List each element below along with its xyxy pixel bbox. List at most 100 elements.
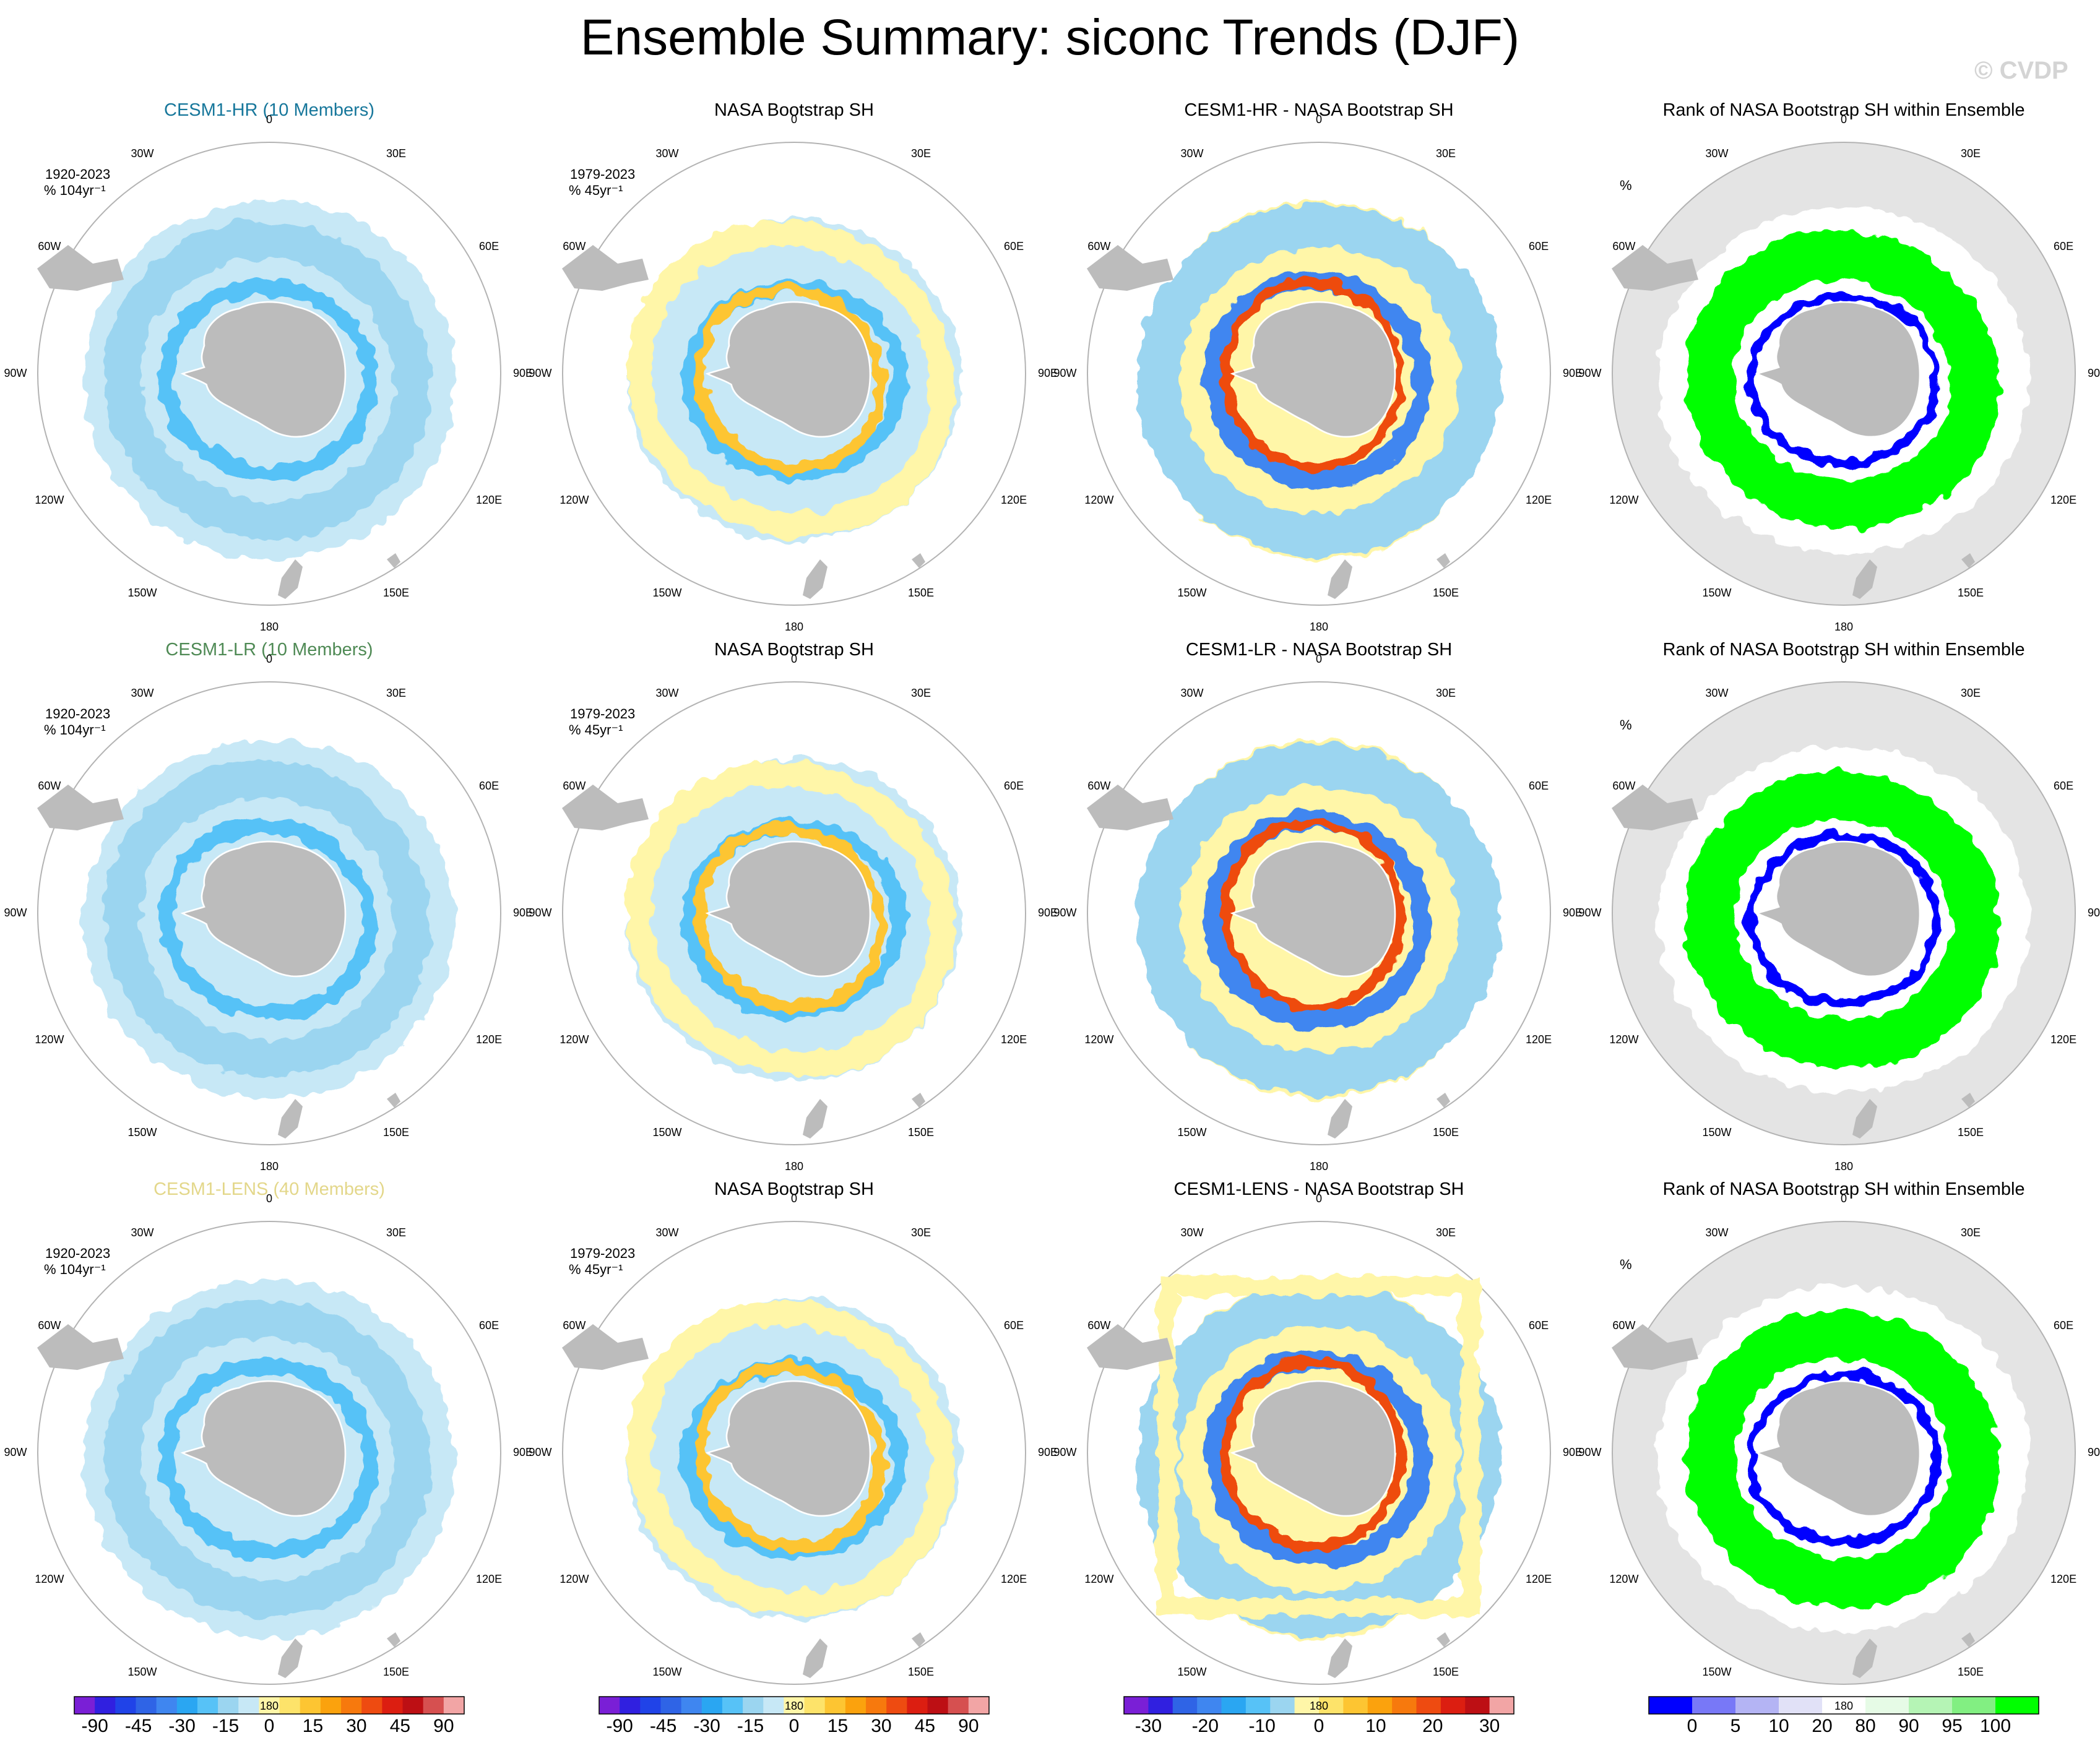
longitude-label: 90E: [1037, 1446, 1058, 1458]
longitude-label: 30E: [1960, 686, 1981, 699]
longitude-label: 120W: [1609, 494, 1639, 506]
colorbar-swatch: [1416, 1697, 1441, 1714]
longitude-label: 60W: [1087, 1319, 1111, 1332]
longitude-label: 90W: [1053, 906, 1077, 919]
colorbar-swatch: [238, 1697, 259, 1714]
colorbar-label: 80: [1855, 1716, 1876, 1736]
trend-field: [1136, 1277, 1502, 1638]
longitude-label: 30W: [655, 1226, 679, 1239]
longitude-label: 120E: [1526, 1033, 1552, 1046]
colorbar-swatch: [1952, 1697, 1996, 1714]
longitude-label: 0: [1840, 113, 1847, 126]
panel-1-2: [562, 142, 1026, 606]
trend-period: 1920-2023: [45, 1246, 111, 1261]
colorbar-swatch: [948, 1697, 969, 1714]
colorbar-swatch: [1440, 1697, 1466, 1714]
trend-units: % 104yr⁻¹: [44, 1262, 106, 1277]
longitude-label: 120E: [2050, 494, 2077, 506]
longitude-label: 30E: [910, 147, 931, 160]
longitude-label: 90W: [1053, 1446, 1077, 1458]
longitude-label: 150E: [1432, 1666, 1459, 1679]
longitude-label: 120W: [35, 1033, 64, 1046]
longitude-label: 0: [1315, 113, 1322, 126]
longitude-label: 150E: [382, 1666, 410, 1679]
colorbar-label: -15: [737, 1716, 764, 1736]
longitude-label: 30W: [131, 686, 154, 699]
colorbar-label: 20: [1422, 1716, 1443, 1736]
longitude-label: 150W: [1702, 1126, 1732, 1139]
colorbar-swatch: [804, 1697, 826, 1714]
colorbar-swatch: [620, 1697, 641, 1714]
rank-units: %: [1620, 717, 1632, 733]
longitude-label: 150W: [652, 587, 682, 600]
new-zealand-landmass: [1852, 1638, 1877, 1678]
colorbar-swatch: [218, 1697, 239, 1714]
cvdp-watermark: © CVDP: [1974, 57, 2068, 84]
longitude-label: 150E: [382, 1126, 410, 1139]
longitude-label: 90W: [4, 1446, 27, 1458]
longitude-label: 180: [1834, 621, 1854, 633]
longitude-label: 30E: [1435, 147, 1456, 160]
colorbar-label: 90: [1898, 1716, 1919, 1736]
longitude-label: 150W: [1177, 587, 1207, 600]
island-landmass: [1961, 553, 1975, 568]
colorbar-swatch: [681, 1697, 702, 1714]
longitude-label: 90W: [1053, 367, 1077, 379]
colorbar-label: 90: [433, 1716, 454, 1736]
longitude-label: 60W: [1612, 240, 1636, 252]
longitude-label: 150E: [1957, 587, 1984, 600]
south-america-landmass: [1087, 245, 1173, 291]
longitude-label: 120E: [476, 1573, 503, 1585]
colorbar-swatch: [1197, 1697, 1222, 1714]
south-america-landmass: [37, 785, 124, 830]
colorbar-label: 15: [827, 1716, 849, 1736]
panel-2-2: [562, 681, 1026, 1145]
island-landmass: [912, 1632, 925, 1647]
colorbar-swatch: [866, 1697, 887, 1714]
longitude-label: 0: [790, 1192, 797, 1205]
colorbar-swatch: [1649, 1697, 1693, 1714]
colorbar-label: 0: [789, 1716, 800, 1736]
colorbar-label: 95: [1942, 1716, 1963, 1736]
new-zealand-landmass: [278, 1099, 303, 1139]
colorbar-swatch: [74, 1697, 95, 1714]
longitude-label: 180: [259, 1700, 279, 1712]
longitude-label: 150W: [127, 1126, 157, 1139]
panel-title: CESM1-LENS - NASA Bootstrap SH: [1173, 1179, 1464, 1199]
colorbar-label: -30: [1134, 1716, 1162, 1736]
longitude-label: 150E: [1957, 1666, 1984, 1679]
panel-3-3: [1087, 1221, 1551, 1685]
longitude-label: 30W: [131, 147, 154, 160]
trend-period: 1979-2023: [570, 1246, 636, 1261]
longitude-label: 180: [259, 1160, 279, 1173]
colorbar-3: [1123, 1696, 1515, 1715]
longitude-label: 0: [266, 1192, 272, 1205]
longitude-label: 0: [790, 653, 797, 665]
colorbar-label: -10: [1248, 1716, 1276, 1736]
colorbar-swatch: [1148, 1697, 1173, 1714]
longitude-label: 120W: [1084, 1573, 1114, 1585]
longitude-label: 90E: [512, 367, 534, 379]
longitude-label: 0: [1840, 1192, 1847, 1205]
longitude-label: 60E: [1004, 780, 1024, 792]
longitude-label: 90W: [4, 367, 27, 379]
panel-title: CESM1-LR - NASA Bootstrap SH: [1185, 640, 1453, 660]
longitude-label: 180: [1309, 1700, 1329, 1712]
longitude-label: 180: [1834, 1160, 1854, 1173]
longitude-label: 30E: [1435, 1226, 1456, 1239]
panel-2-3: [1087, 681, 1551, 1145]
longitude-label: 60W: [1087, 240, 1111, 252]
longitude-label: 180: [784, 621, 804, 633]
longitude-label: 150E: [907, 1126, 935, 1139]
longitude-label: 90E: [1562, 367, 1583, 379]
colorbar-swatch: [136, 1697, 157, 1714]
longitude-label: 150E: [907, 587, 935, 600]
longitude-label: 90W: [529, 906, 552, 919]
longitude-label: 150E: [1432, 1126, 1459, 1139]
trend-units: % 45yr⁻¹: [569, 1262, 623, 1277]
longitude-label: 90W: [1578, 906, 1602, 919]
south-america-landmass: [562, 785, 649, 830]
longitude-label: 150W: [1177, 1666, 1207, 1679]
colorbar-swatch: [1124, 1697, 1149, 1714]
trend-units: % 45yr⁻¹: [569, 183, 623, 198]
